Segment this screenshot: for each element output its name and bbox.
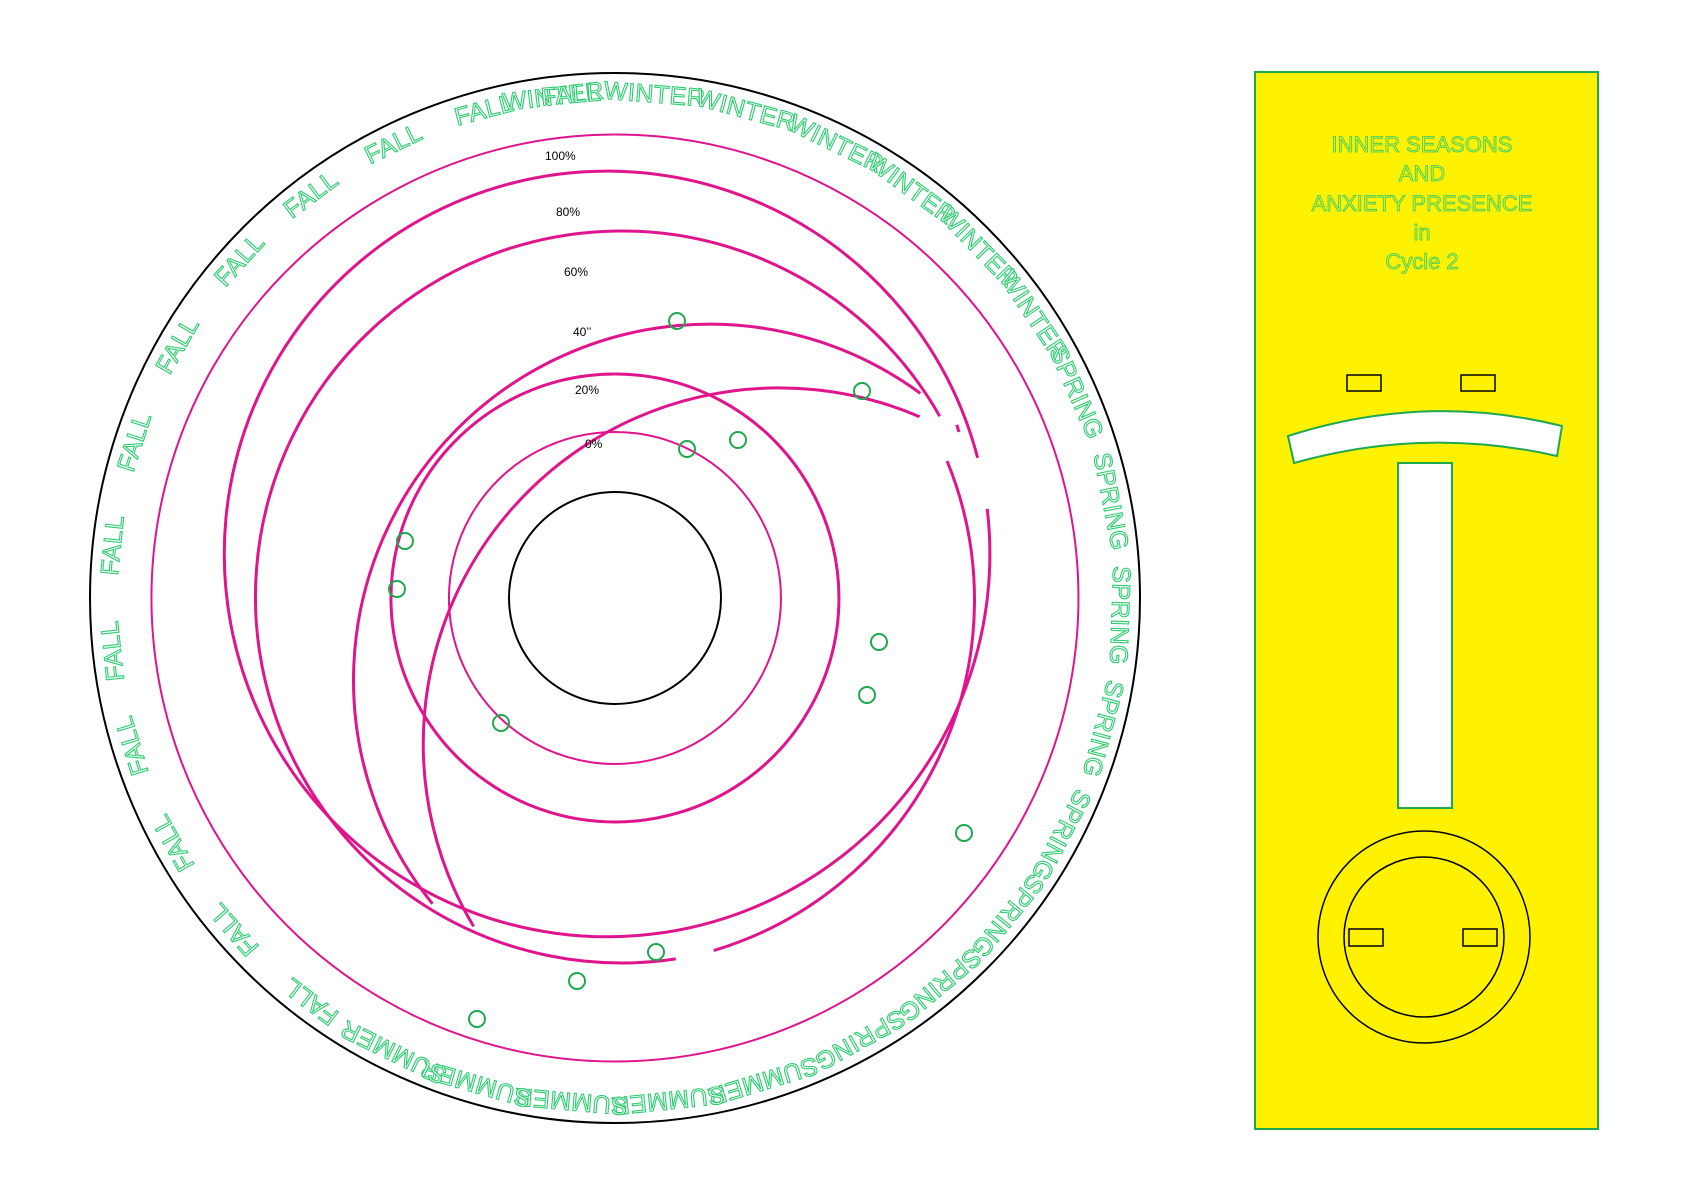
data-marker <box>668 312 686 330</box>
season-label-spring: SPRING <box>966 869 1050 963</box>
ring-label-60: 60% <box>564 265 588 279</box>
ring-labels: 100% 80% 60% 40’’ 20% 0% <box>545 149 603 451</box>
data-marker <box>388 580 406 598</box>
ring-60-left <box>352 322 922 905</box>
season-label-fall: FALL <box>112 409 157 475</box>
season-dial: WINTERWINTERWINTERWINTERWINTERWINTERWINT… <box>89 72 1141 1124</box>
season-label-fall: FALL <box>279 165 344 224</box>
data-markers <box>388 312 973 1028</box>
ring-60 <box>421 386 921 928</box>
season-label-winter: WINTER <box>693 84 798 137</box>
panel-title-line-5: Cycle 2 <box>1385 249 1458 274</box>
season-label-fall: FALL <box>110 713 154 779</box>
data-marker <box>647 943 665 961</box>
data-marker <box>853 382 871 400</box>
ring-label-40: 40’’ <box>573 325 591 339</box>
season-label-fall: FALL <box>279 972 344 1031</box>
dial-center-hole <box>508 491 722 705</box>
data-marker <box>468 1010 486 1028</box>
slot-cutout-right <box>1460 374 1496 392</box>
season-label-fall: FALL <box>96 514 130 577</box>
data-marker <box>492 714 510 732</box>
data-marker <box>396 532 414 550</box>
panel-title-line-4: in <box>1413 220 1430 245</box>
ring-label-20: 20% <box>575 383 599 397</box>
pivot-slot-left <box>1348 928 1384 947</box>
ring-label-0: 0% <box>585 437 603 451</box>
pivot-inner-circle <box>1343 856 1505 1018</box>
dial-outer-circle <box>89 72 1141 1124</box>
data-marker <box>568 972 586 990</box>
pointer-stem <box>1397 462 1453 809</box>
data-marker <box>858 686 876 704</box>
panel-title-line-2: AND <box>1399 161 1445 186</box>
season-label-spring: SPRING <box>1104 566 1135 666</box>
pivot-outer-circle <box>1317 830 1531 1044</box>
cutout-panel: INNER SEASONS AND ANXIETY PRESENCE in Cy… <box>1254 71 1599 1130</box>
season-label-spring: SPRING <box>1088 450 1134 552</box>
panel-title: INNER SEASONS AND ANXIETY PRESENCE in Cy… <box>1311 132 1533 275</box>
ring-40-left <box>254 229 942 965</box>
season-label-fall: FALL <box>150 312 204 378</box>
season-label-spring: SPRING <box>1025 785 1096 885</box>
pointer-arc-band <box>1286 410 1564 465</box>
season-label-fall: FALL <box>360 118 427 170</box>
ring-100 <box>150 133 1080 1063</box>
data-marker <box>870 633 888 651</box>
ring-label-100: 100% <box>545 149 576 163</box>
slot-cutout-left <box>1346 374 1382 392</box>
data-marker <box>678 440 696 458</box>
season-label-fall: FALL <box>204 897 265 961</box>
season-label-fall: FALL <box>146 810 200 876</box>
ring-0 <box>448 431 782 765</box>
ring-40 <box>713 460 976 953</box>
percentage-rings <box>150 133 1080 1063</box>
pivot-slot-right <box>1462 928 1498 947</box>
season-label-spring: SPRING <box>1076 677 1129 780</box>
data-marker <box>729 431 747 449</box>
season-label-spring: SPRING <box>810 1003 910 1075</box>
season-label-spring: SPRING <box>1043 342 1109 444</box>
season-label-spring: SPRING <box>893 942 987 1027</box>
ring-80-tail <box>955 424 961 433</box>
panel-title-line-1: INNER SEASONS <box>1332 132 1513 157</box>
season-label-fall: FALL <box>209 228 270 292</box>
ring-80 <box>222 169 992 939</box>
ring-20 <box>389 372 841 824</box>
season-label-fall: FALL <box>96 619 130 682</box>
season-label-fall: FALL <box>540 78 603 111</box>
ring-label-80: 80% <box>556 205 580 219</box>
season-label-winter: WINTER <box>603 77 706 113</box>
panel-title-line-3: ANXIETY PRESENCE <box>1312 191 1533 216</box>
data-marker <box>955 824 973 842</box>
